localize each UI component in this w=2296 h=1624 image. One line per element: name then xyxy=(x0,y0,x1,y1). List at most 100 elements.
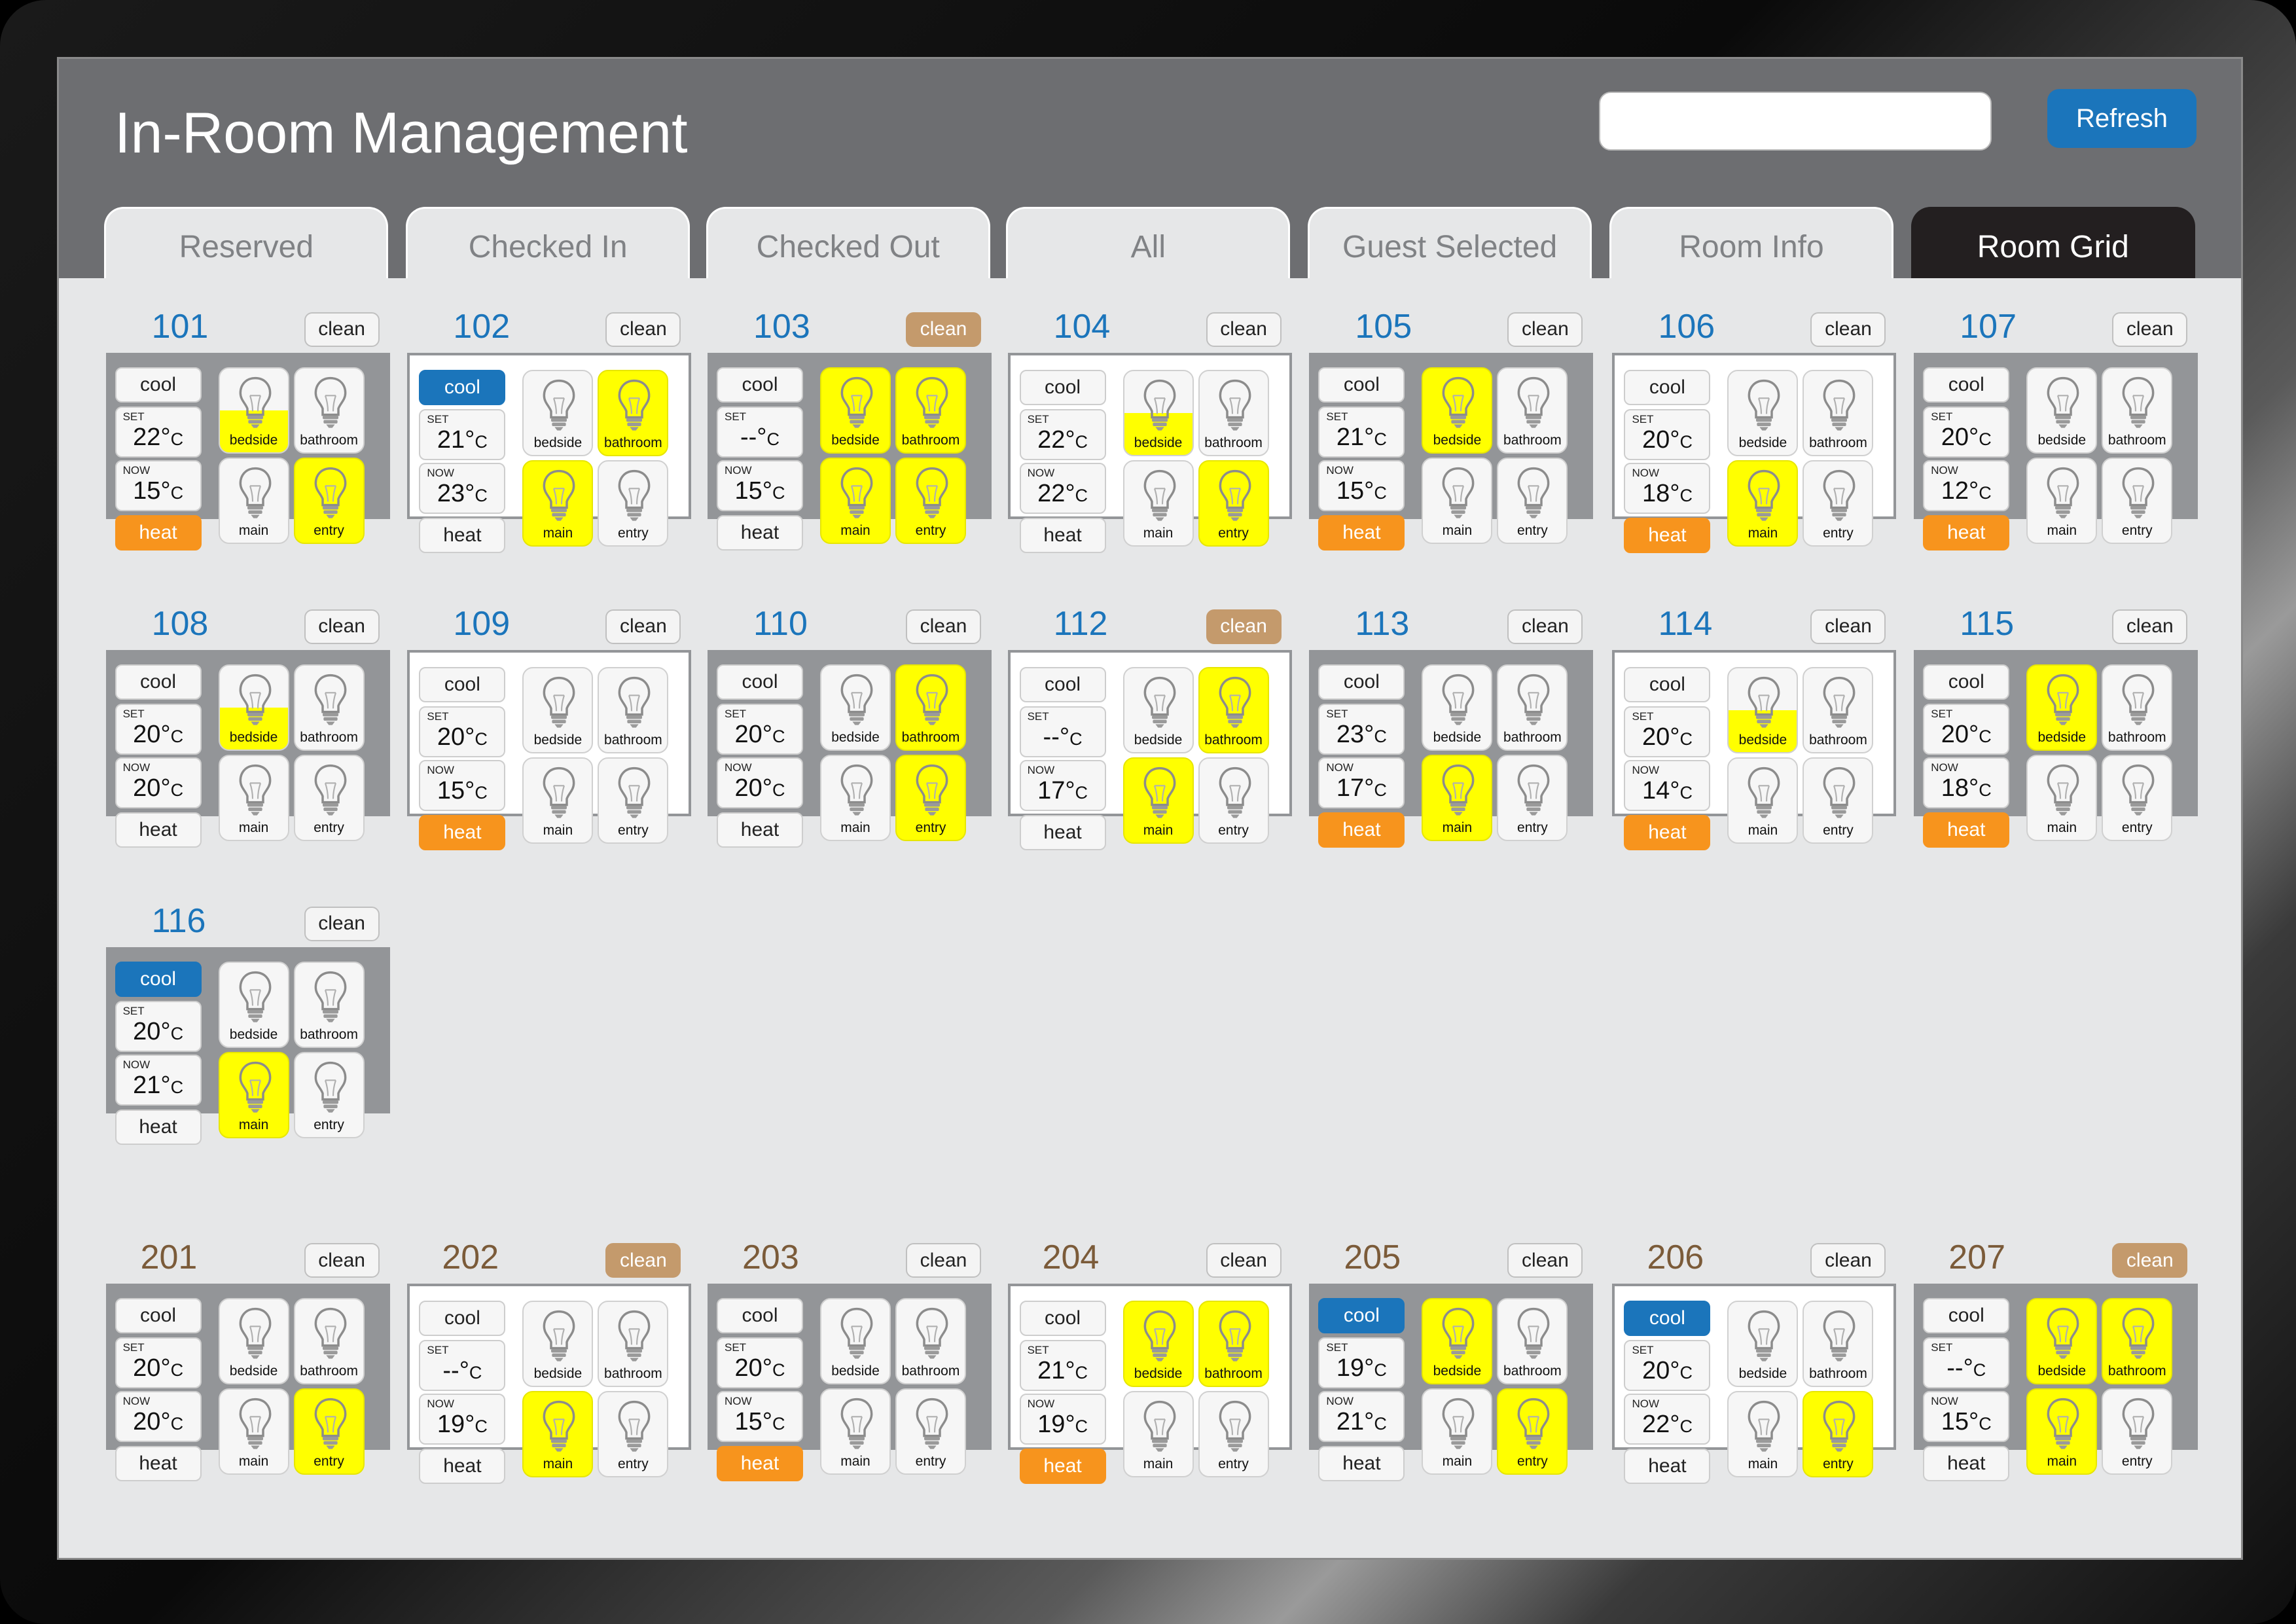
light-toggle-bathroom[interactable]: bathroom xyxy=(1497,664,1568,751)
clean-button[interactable]: clean xyxy=(605,1243,681,1278)
light-toggle-bathroom[interactable]: bathroom xyxy=(1497,367,1568,454)
light-toggle-main[interactable]: main xyxy=(522,460,594,547)
heat-button[interactable]: heat xyxy=(115,1109,202,1145)
clean-button[interactable]: clean xyxy=(605,312,681,347)
heat-button[interactable]: heat xyxy=(1624,517,1711,553)
room-number[interactable]: 203 xyxy=(742,1238,799,1277)
tab-room-grid[interactable]: Room Grid xyxy=(1910,207,2195,278)
light-toggle-bedside[interactable]: bedside xyxy=(1727,1301,1799,1388)
heat-button[interactable]: heat xyxy=(716,514,803,550)
cool-button[interactable]: cool xyxy=(115,961,202,997)
light-toggle-bathroom[interactable]: bathroom xyxy=(895,664,966,751)
light-toggle-bathroom[interactable]: bathroom xyxy=(895,1298,966,1385)
heat-button[interactable]: heat xyxy=(1923,514,2010,550)
light-toggle-bathroom[interactable]: bathroom xyxy=(293,961,365,1048)
heat-button[interactable]: heat xyxy=(1019,1449,1106,1485)
light-toggle-main[interactable]: main xyxy=(819,754,891,841)
room-number[interactable]: 114 xyxy=(1658,604,1713,643)
light-toggle-bedside[interactable]: bedside xyxy=(1422,664,1493,751)
light-toggle-entry[interactable]: entry xyxy=(598,757,669,844)
light-toggle-entry[interactable]: entry xyxy=(293,1051,365,1138)
heat-button[interactable]: heat xyxy=(115,1446,202,1482)
room-number[interactable]: 105 xyxy=(1355,307,1412,346)
light-toggle-main[interactable]: main xyxy=(819,457,891,544)
light-toggle-bathroom[interactable]: bathroom xyxy=(598,369,669,456)
room-number[interactable]: 106 xyxy=(1658,307,1715,346)
heat-button[interactable]: heat xyxy=(1318,812,1405,848)
light-toggle-bathroom[interactable]: bathroom xyxy=(598,666,669,753)
heat-button[interactable]: heat xyxy=(1624,1449,1711,1485)
light-toggle-main[interactable]: main xyxy=(1422,457,1493,544)
light-toggle-bathroom[interactable]: bathroom xyxy=(1198,369,1269,456)
light-toggle-bathroom[interactable]: bathroom xyxy=(1803,666,1874,753)
heat-button[interactable]: heat xyxy=(1318,514,1405,550)
room-number[interactable]: 104 xyxy=(1053,307,1111,346)
light-toggle-main[interactable]: main xyxy=(1422,754,1493,841)
tab-all[interactable]: All xyxy=(1006,207,1291,278)
cool-button[interactable]: cool xyxy=(115,367,202,403)
light-toggle-bedside[interactable]: bedside xyxy=(819,367,891,454)
light-toggle-bedside[interactable]: bedside xyxy=(522,1301,594,1388)
light-toggle-bedside[interactable]: bedside xyxy=(1727,666,1799,753)
light-toggle-bedside[interactable]: bedside xyxy=(1122,666,1194,753)
heat-button[interactable]: heat xyxy=(1019,814,1106,850)
cool-button[interactable]: cool xyxy=(115,1298,202,1334)
heat-button[interactable]: heat xyxy=(1923,1446,2010,1482)
clean-button[interactable]: clean xyxy=(2112,312,2188,347)
room-number[interactable]: 113 xyxy=(1355,604,1410,643)
room-number[interactable]: 116 xyxy=(151,901,206,940)
light-toggle-bathroom[interactable]: bathroom xyxy=(2102,367,2173,454)
light-toggle-bedside[interactable]: bedside xyxy=(819,664,891,751)
light-toggle-entry[interactable]: entry xyxy=(1803,1391,1874,1478)
cool-button[interactable]: cool xyxy=(716,367,803,403)
light-toggle-bathroom[interactable]: bathroom xyxy=(293,664,365,751)
room-number[interactable]: 205 xyxy=(1344,1238,1401,1277)
clean-button[interactable]: clean xyxy=(905,312,981,347)
light-toggle-entry[interactable]: entry xyxy=(895,457,966,544)
clean-button[interactable]: clean xyxy=(1206,609,1282,644)
light-toggle-bathroom[interactable]: bathroom xyxy=(2102,664,2173,751)
light-toggle-main[interactable]: main xyxy=(2026,1388,2098,1475)
tab-reserved[interactable]: Reserved xyxy=(104,207,389,278)
light-toggle-bedside[interactable]: bedside xyxy=(218,367,289,454)
light-toggle-entry[interactable]: entry xyxy=(1198,1391,1269,1478)
light-toggle-bathroom[interactable]: bathroom xyxy=(1803,369,1874,456)
room-number[interactable]: 109 xyxy=(453,604,511,643)
clean-button[interactable]: clean xyxy=(2112,609,2188,644)
clean-button[interactable]: clean xyxy=(304,312,380,347)
room-number[interactable]: 115 xyxy=(1960,604,2015,643)
cool-button[interactable]: cool xyxy=(1318,1298,1405,1334)
light-toggle-bathroom[interactable]: bathroom xyxy=(293,367,365,454)
heat-button[interactable]: heat xyxy=(115,812,202,848)
cool-button[interactable]: cool xyxy=(1624,369,1711,405)
light-toggle-entry[interactable]: entry xyxy=(1803,757,1874,844)
light-toggle-bedside[interactable]: bedside xyxy=(218,664,289,751)
heat-button[interactable]: heat xyxy=(419,814,506,850)
light-toggle-entry[interactable]: entry xyxy=(2102,754,2173,841)
cool-button[interactable]: cool xyxy=(1019,369,1106,405)
light-toggle-main[interactable]: main xyxy=(1122,1391,1194,1478)
heat-button[interactable]: heat xyxy=(115,514,202,550)
room-number[interactable]: 101 xyxy=(151,307,209,346)
light-toggle-bedside[interactable]: bedside xyxy=(819,1298,891,1385)
light-toggle-bedside[interactable]: bedside xyxy=(1422,1298,1493,1385)
clean-button[interactable]: clean xyxy=(1206,312,1282,347)
light-toggle-main[interactable]: main xyxy=(218,1388,289,1475)
light-toggle-bedside[interactable]: bedside xyxy=(218,961,289,1048)
light-toggle-bedside[interactable]: bedside xyxy=(1422,367,1493,454)
light-toggle-main[interactable]: main xyxy=(1727,757,1799,844)
light-toggle-bedside[interactable]: bedside xyxy=(522,666,594,753)
light-toggle-entry[interactable]: entry xyxy=(1497,1388,1568,1475)
light-toggle-bedside[interactable]: bedside xyxy=(1122,1301,1194,1388)
clean-button[interactable]: clean xyxy=(1810,609,1886,644)
light-toggle-main[interactable]: main xyxy=(522,757,594,844)
light-toggle-main[interactable]: main xyxy=(1727,1391,1799,1478)
clean-button[interactable]: clean xyxy=(2112,1243,2188,1278)
light-toggle-bedside[interactable]: bedside xyxy=(2026,367,2098,454)
light-toggle-entry[interactable]: entry xyxy=(1198,757,1269,844)
light-toggle-bathroom[interactable]: bathroom xyxy=(293,1298,365,1385)
light-toggle-bedside[interactable]: bedside xyxy=(2026,664,2098,751)
refresh-button[interactable]: Refresh xyxy=(2047,89,2197,148)
clean-button[interactable]: clean xyxy=(1507,1243,1583,1278)
light-toggle-entry[interactable]: entry xyxy=(2102,1388,2173,1475)
